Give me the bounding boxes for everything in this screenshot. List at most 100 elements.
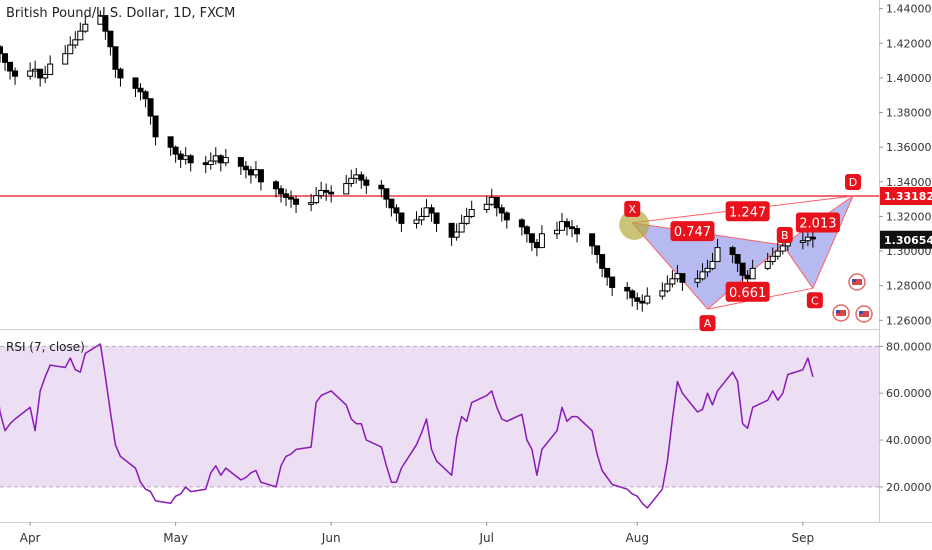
- candle-body-down: [107, 30, 114, 48]
- candle: [177, 150, 184, 168]
- candle-body-down: [278, 188, 285, 195]
- candle: [468, 200, 475, 219]
- candle: [353, 167, 360, 184]
- candle: [393, 204, 400, 222]
- candle-body-down: [363, 179, 370, 186]
- candle: [423, 199, 430, 217]
- candle-body-down: [37, 68, 44, 79]
- candle: [694, 270, 701, 288]
- candle: [659, 282, 666, 300]
- candle-body-up: [47, 63, 54, 75]
- candle-body-down: [634, 297, 641, 302]
- candle: [664, 275, 671, 293]
- candle-body-up: [669, 278, 676, 285]
- candle: [2, 53, 9, 71]
- candle: [764, 252, 771, 271]
- ratio-tag: [725, 201, 770, 222]
- candle-body-down: [283, 193, 290, 198]
- candle-body-down: [142, 91, 149, 100]
- ratio-value: 0.661: [729, 286, 766, 301]
- candle-body-down: [433, 212, 440, 224]
- candle-body-down: [398, 212, 405, 224]
- candle-body-up: [659, 290, 666, 297]
- candle-body-down: [609, 276, 616, 288]
- rsi-tick-label: 40.0000: [886, 434, 932, 447]
- candle-body-up: [77, 30, 84, 41]
- candle-body-down: [167, 136, 174, 148]
- candle-body-up: [423, 207, 430, 217]
- axis-layer: 1.260001.280001.300001.320001.340001.360…: [20, 3, 932, 545]
- candle: [222, 148, 229, 167]
- time-tick-label: Sep: [792, 531, 815, 545]
- candle-body-down: [177, 153, 184, 160]
- candle-body-up: [804, 236, 811, 242]
- candle-body-down: [388, 198, 395, 209]
- candle: [27, 62, 34, 80]
- candle-body-up: [714, 247, 721, 262]
- candle: [0, 45, 4, 63]
- candle: [323, 183, 330, 201]
- candle-body-up: [72, 39, 79, 46]
- price-tick-label: 1.42000: [886, 37, 932, 50]
- x-point-highlight: [619, 209, 650, 240]
- candle: [699, 263, 706, 281]
- candle-body-up: [32, 68, 39, 72]
- candle: [182, 147, 189, 165]
- candle: [398, 212, 405, 233]
- time-tick-label: May: [163, 531, 188, 545]
- price-tick-label: 1.32000: [886, 210, 932, 223]
- candle: [503, 211, 510, 229]
- candle-body-down: [217, 155, 224, 164]
- candle: [72, 31, 79, 49]
- rsi-tick-label: 60.0000: [886, 387, 932, 400]
- pattern-bcd-triangle: [782, 196, 854, 289]
- resistance-price-tag-box: [880, 186, 932, 205]
- candle: [418, 207, 425, 226]
- resistance-price-tag-text: 1.33182: [884, 190, 932, 203]
- candle: [308, 193, 315, 212]
- candle-body-down: [493, 196, 500, 209]
- candle: [293, 195, 300, 213]
- candle-body-up: [27, 70, 34, 77]
- candle-body-down: [744, 274, 751, 280]
- pattern-point-tag: [624, 200, 641, 217]
- flag-icon-canton: [852, 279, 856, 282]
- candle-body-down: [734, 254, 741, 264]
- candle: [237, 157, 244, 175]
- candle: [428, 204, 435, 222]
- pattern-point-tag: [806, 292, 823, 309]
- candle: [217, 154, 224, 172]
- candle-body-up: [483, 203, 490, 211]
- pattern-point-tag: [776, 227, 793, 244]
- pattern-point-b: B: [776, 227, 793, 244]
- pattern-point-label: C: [811, 294, 819, 307]
- pattern-leg-cd: [812, 195, 854, 289]
- candle: [639, 294, 646, 312]
- candle-body-down: [604, 267, 611, 278]
- candle-body-down: [599, 254, 606, 269]
- candle: [809, 230, 816, 248]
- candle-body-down: [293, 198, 300, 205]
- candle-body-down: [428, 207, 435, 214]
- candle-layer: [0, 10, 816, 312]
- candle: [147, 98, 154, 125]
- time-tick-label: Apr: [20, 531, 41, 545]
- candle: [47, 55, 54, 75]
- candle: [609, 276, 616, 297]
- candle-body-up: [313, 195, 320, 204]
- candle: [102, 15, 109, 40]
- candle-body-down: [809, 236, 816, 240]
- rsi-title: RSI (7, close): [6, 340, 85, 354]
- candle-body-up: [488, 196, 495, 205]
- candle-body-down: [624, 286, 631, 292]
- candle: [37, 68, 44, 87]
- candle: [769, 247, 776, 265]
- candle: [117, 67, 124, 87]
- price-tick-label: 1.34000: [886, 176, 932, 189]
- candle-body-down: [152, 115, 159, 138]
- price-tick-label: 1.44000: [886, 3, 932, 16]
- candle-body-up: [62, 53, 69, 65]
- candle-body-up: [709, 260, 716, 269]
